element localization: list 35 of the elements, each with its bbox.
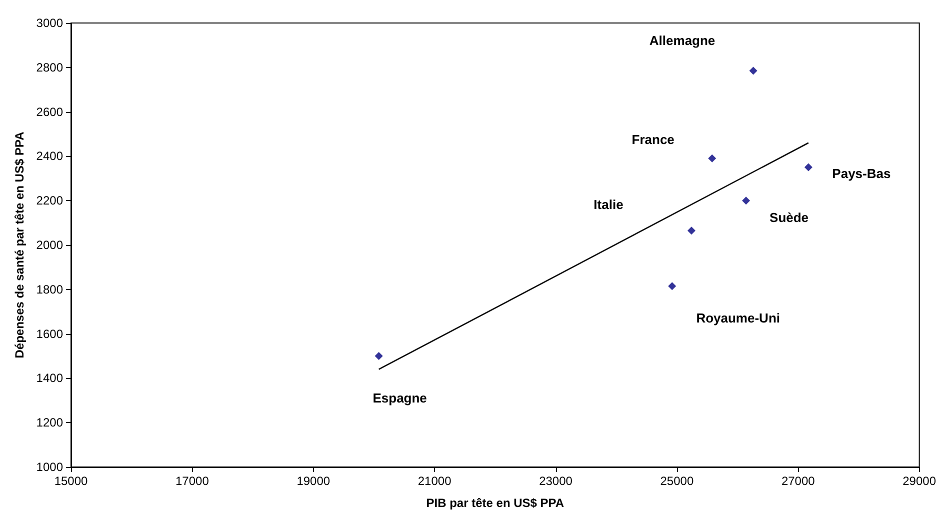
point xyxy=(687,226,696,235)
x-axis-title: PIB par tête en US$ PPA xyxy=(426,496,564,510)
y-tick-label: 2000 xyxy=(36,238,64,252)
point xyxy=(804,163,812,172)
annotation: Italie xyxy=(594,197,624,212)
point xyxy=(749,66,758,75)
y-tick-label: 1800 xyxy=(36,282,64,296)
y-tick-label: 2800 xyxy=(36,60,64,74)
point xyxy=(742,196,750,205)
point xyxy=(708,154,716,162)
y-tick-label: 1400 xyxy=(36,371,64,386)
annotation: Royaume-Uni xyxy=(696,310,780,326)
y-tick-label: 2400 xyxy=(36,149,64,164)
y-tick-label: 2600 xyxy=(36,104,64,119)
y-tick-label: 1600 xyxy=(36,326,64,341)
y-tick-label: 1000 xyxy=(36,460,64,474)
x-tick-label: 21000 xyxy=(418,474,452,488)
annotation: Pays-Bas xyxy=(832,166,891,181)
y-tick-label: 1200 xyxy=(36,416,64,430)
y-tick-label: 3000 xyxy=(36,16,64,30)
x-tick-label: 19000 xyxy=(296,474,330,488)
point xyxy=(668,282,676,290)
x-tick-label: 23000 xyxy=(539,474,573,488)
annotation: Suède xyxy=(770,210,809,226)
annotation: Allemagne xyxy=(649,33,716,48)
point xyxy=(374,352,383,360)
y-tick-label: 2200 xyxy=(36,194,64,208)
x-tick-label: 27000 xyxy=(781,474,816,488)
annotation: France xyxy=(632,132,674,147)
y-axis-title: Dépenses de santé par tête en US$ PPA xyxy=(12,131,26,358)
x-tick-label: 15000 xyxy=(54,474,88,488)
annotation: Espagne xyxy=(372,390,427,406)
x-tick-label: 29000 xyxy=(902,474,936,488)
x-tick-label: 17000 xyxy=(176,474,210,488)
x-tick-label: 25000 xyxy=(660,474,694,488)
